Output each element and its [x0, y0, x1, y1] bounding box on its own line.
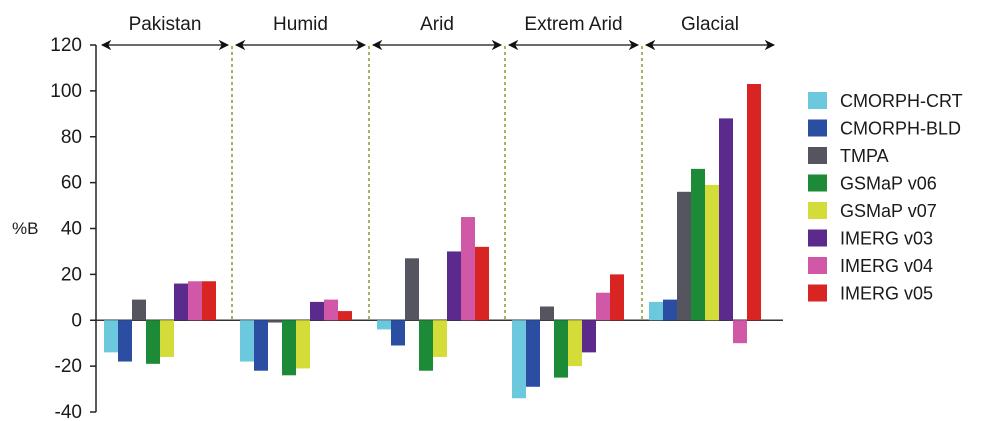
bar: [405, 258, 419, 321]
legend-swatch: [808, 174, 827, 192]
bar: [104, 320, 118, 353]
y-tick-label: -20: [55, 356, 82, 377]
bar: [324, 299, 338, 321]
y-tick-label: -40: [55, 402, 82, 421]
region-label: Humid: [273, 14, 328, 35]
bar: [475, 246, 489, 321]
bar: [310, 301, 324, 321]
bar: [663, 299, 677, 321]
legend-label: GSMaP v07: [840, 201, 937, 221]
region-label: Glacial: [681, 14, 739, 35]
legend: CMORPH-CRT CMORPH-BLD TMPA GSMaP v06 GSMaP v…: [808, 91, 963, 304]
bar: [747, 83, 761, 321]
region-label: Extrem Arid: [524, 14, 622, 35]
bar: [596, 292, 610, 321]
y-tick-label: 60: [61, 173, 82, 194]
legend-label: CMORPH-CRT: [840, 91, 963, 111]
bar: [296, 320, 310, 369]
legend-swatch: [808, 119, 827, 137]
y-tick-label: 40: [61, 219, 82, 240]
bar: [377, 320, 391, 330]
bar: [554, 320, 568, 378]
bar: [733, 320, 747, 344]
plot-area: -40 -20 0 20 40 60 80 100 120 Pakistan Humid Arid Ex…: [50, 14, 783, 421]
legend-swatch: [808, 92, 827, 109]
legend-label: IMERG v03: [840, 229, 933, 249]
bar: [419, 320, 433, 371]
legend-label: CMORPH-BLD: [840, 119, 961, 139]
bar: [268, 320, 282, 323]
bar: [240, 320, 254, 362]
bar: [512, 320, 526, 399]
legend-swatch: [808, 202, 827, 219]
legend-swatch: [808, 257, 827, 274]
bar: [610, 274, 624, 321]
region-label: Pakistan: [129, 14, 202, 35]
bar: [649, 301, 663, 321]
bar: [461, 217, 475, 321]
y-tick-label: 20: [61, 264, 82, 285]
y-tick-label: 120: [50, 35, 82, 56]
legend-swatch: [808, 147, 827, 164]
legend-label: GSMaP v06: [840, 174, 937, 194]
bar: [132, 299, 146, 321]
bar: [254, 320, 268, 371]
bar: [433, 320, 447, 357]
bar: [146, 320, 160, 364]
y-tick-label: 80: [61, 127, 82, 148]
y-tick-label: 0: [71, 310, 82, 331]
bar: [202, 281, 216, 321]
y-tick-label: 100: [50, 81, 82, 102]
bar: [691, 168, 705, 321]
legend-label: IMERG v05: [840, 284, 933, 304]
bar: [568, 320, 582, 367]
y-axis-title: %B: [12, 219, 38, 238]
bar: [582, 320, 596, 353]
legend-swatch: [808, 229, 827, 247]
bar: [174, 283, 188, 321]
bar: [118, 320, 132, 362]
bar: [447, 251, 461, 321]
legend-label: IMERG v04: [840, 256, 933, 276]
bar: [160, 320, 174, 357]
legend-label: TMPA: [840, 146, 889, 166]
bar: [705, 184, 719, 321]
bar: [391, 320, 405, 346]
bar: [719, 118, 733, 321]
legend-swatch: [808, 284, 827, 302]
bar: [677, 191, 691, 321]
bar: [338, 311, 352, 321]
bar: [282, 320, 296, 376]
bar: [526, 320, 540, 387]
bar: [540, 306, 554, 321]
region-label: Arid: [420, 14, 454, 35]
bar: [188, 281, 202, 321]
